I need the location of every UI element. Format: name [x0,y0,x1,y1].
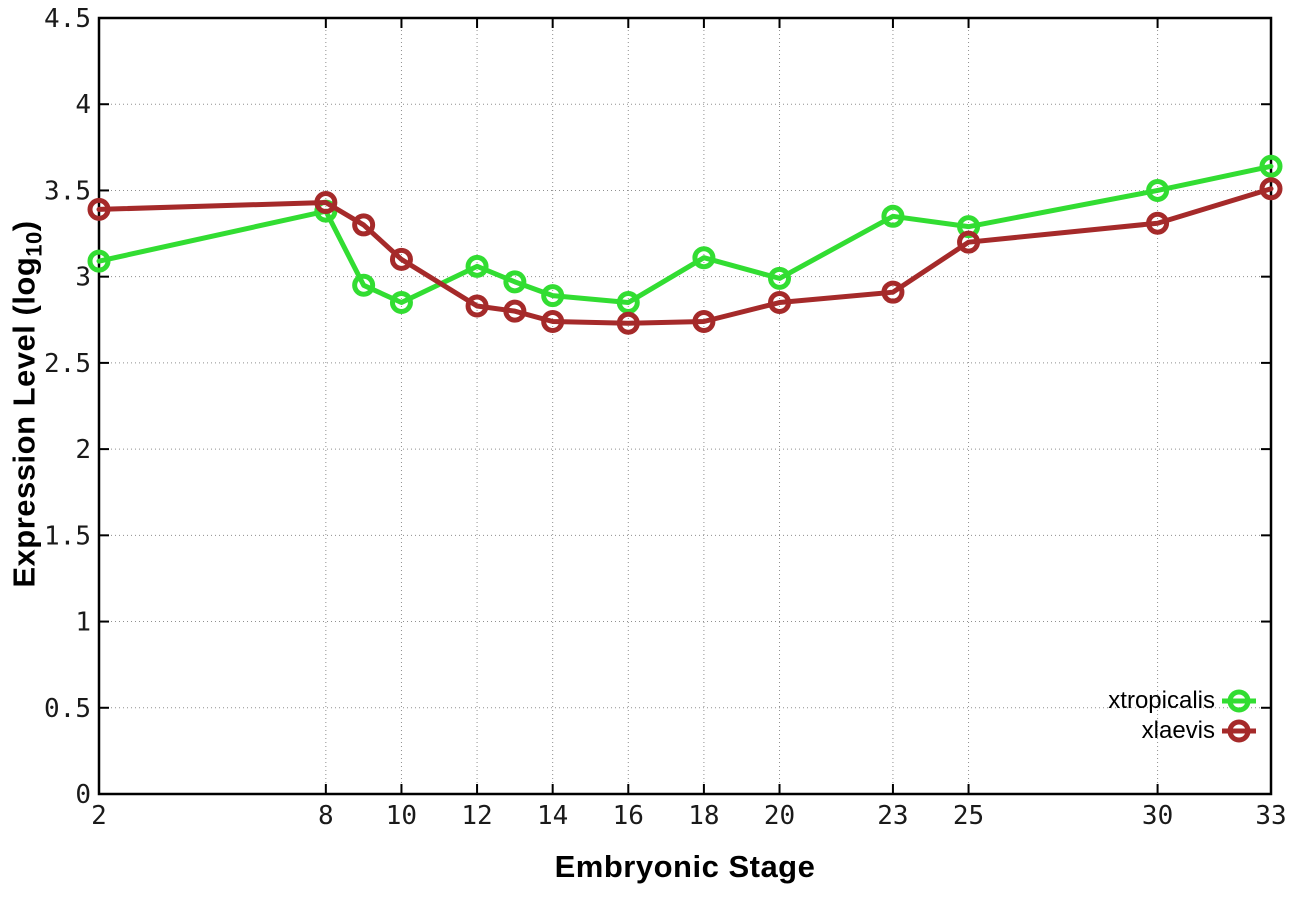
y-axis-title-subscript: 10 [21,231,47,257]
y-tick-label-2.5: 2.5 [44,349,91,379]
y-tick-label-3: 3 [75,263,91,293]
x-tick-label-10: 10 [386,801,417,831]
x-tick-label-18: 18 [688,801,719,831]
marker-xlaevis-stage-2 [87,197,111,221]
x-tick-label-30: 30 [1142,801,1173,831]
marker-xtropicalis-stage-18 [692,246,716,270]
marker-xlaevis-stage-10 [389,247,413,271]
marker-xtropicalis-stage-23 [881,204,905,228]
marker-xlaevis-stage-20 [768,291,792,315]
x-tick-label-20: 20 [764,801,795,831]
y-tick-label-4.5: 4.5 [44,4,91,34]
series-line-xtropicalis [96,163,1274,306]
y-axis-title: Expression Level (log10) [7,220,48,587]
y-axis-title-prefix: Expression Level (log [6,256,42,588]
x-tick-label-2: 2 [91,801,107,831]
marker-xtropicalis-stage-30 [1146,178,1170,202]
marker-xtropicalis-stage-9 [352,273,376,297]
legend-item-xlaevis-label: xlaevis [1141,717,1215,744]
marker-xtropicalis-stage-33 [1259,154,1283,178]
y-tick-label-4: 4 [75,90,91,120]
y-tick-label-0.5: 0.5 [44,694,91,724]
x-axis-title: Embryonic Stage [554,849,816,884]
y-tick-label-2: 2 [75,435,91,465]
marker-xlaevis-stage-18 [692,310,716,334]
y-tick-label-1.5: 1.5 [44,521,91,551]
marker-xlaevis-stage-13 [503,299,527,323]
marker-xtropicalis-stage-20 [768,266,792,290]
legend-sample-marker-xlaevis [1227,719,1251,743]
marker-xlaevis-stage-14 [541,310,565,334]
x-tick-label-14: 14 [537,801,568,831]
marker-xtropicalis-stage-14 [541,284,565,308]
x-tick-label-25: 25 [953,801,984,831]
legend-item-xtropicalis-label: xtropicalis [1108,687,1215,714]
marker-xlaevis-stage-33 [1259,177,1283,201]
marker-xtropicalis-stage-10 [389,291,413,315]
marker-xtropicalis-stage-12 [465,254,489,278]
x-tick-label-12: 12 [461,801,492,831]
y-tick-label-3.5: 3.5 [44,176,91,206]
y-tick-label-1: 1 [75,608,91,638]
marker-xlaevis-stage-23 [881,280,905,304]
marker-xlaevis-stage-9 [352,213,376,237]
marker-xlaevis-stage-25 [957,230,981,254]
marker-xlaevis-stage-12 [465,294,489,318]
marker-xlaevis-stage-30 [1146,211,1170,235]
marker-xtropicalis-stage-16 [616,291,640,315]
x-tick-label-16: 16 [613,801,644,831]
marker-xtropicalis-stage-2 [87,249,111,273]
series-line-xlaevis [96,186,1274,326]
marker-xlaevis-stage-16 [616,311,640,335]
x-tick-label-33: 33 [1255,801,1286,831]
x-tick-label-23: 23 [877,801,908,831]
legend-sample-marker-xtropicalis [1227,689,1251,713]
marker-xtropicalis-stage-13 [503,270,527,294]
plot-border [97,16,1273,796]
y-axis-title-suffix: ) [6,220,42,232]
marker-xlaevis-stage-8 [314,191,338,215]
x-tick-label-8: 8 [318,801,334,831]
y-tick-label-0: 0 [75,780,91,810]
